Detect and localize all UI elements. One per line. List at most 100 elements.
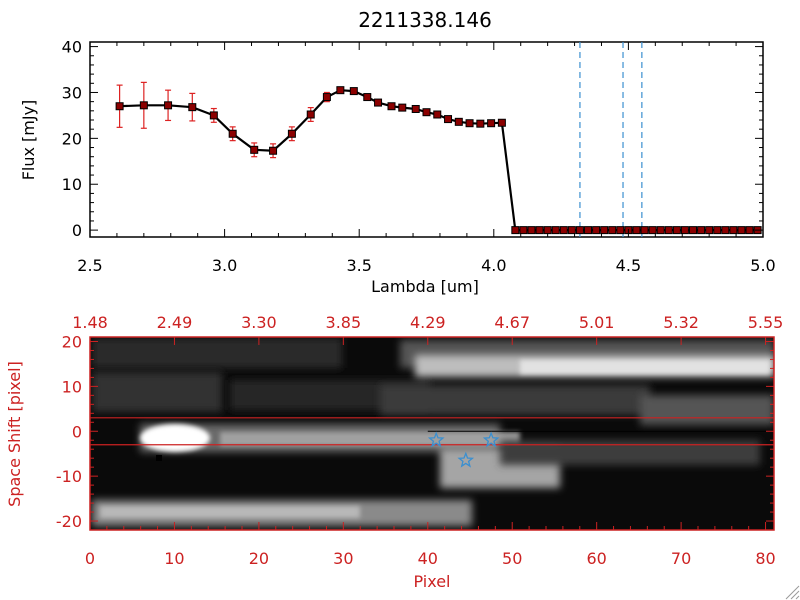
- resize-grip-icon[interactable]: [785, 585, 800, 600]
- space-shift-tick-label: 10: [62, 377, 82, 396]
- data-point: [511, 226, 520, 235]
- data-point: [228, 129, 237, 138]
- dark-pixel: [156, 455, 162, 461]
- space-shift-tick-label: 20: [62, 332, 82, 351]
- data-point: [697, 226, 706, 235]
- space-shift-axis-ticks: -20 -10 0 10 20: [56, 332, 774, 531]
- wavelength-tick-label: 4.67: [494, 313, 530, 332]
- data-point: [689, 226, 698, 235]
- x-tick-label: 3.5: [346, 256, 371, 275]
- pixel-tick-label: 50: [502, 549, 522, 568]
- data-point: [592, 226, 601, 235]
- data-point: [444, 115, 453, 124]
- data-point: [336, 86, 345, 95]
- image-structure: [640, 395, 774, 425]
- data-point: [543, 226, 552, 235]
- pixel-tick-label: 10: [164, 549, 184, 568]
- data-point: [209, 111, 218, 120]
- data-point: [250, 145, 259, 154]
- space-shift-tick-label: -20: [56, 512, 82, 531]
- space-shift-axis-label: Space Shift [pixel]: [5, 361, 24, 507]
- data-point: [527, 226, 536, 235]
- data-point: [374, 98, 383, 107]
- data-point: [745, 226, 754, 235]
- data-point: [640, 226, 649, 235]
- spectrum-panel: 2211338.146 2.5 3.0 3.5 4.0 4.5 5.0 0 10 20 30 40…: [19, 8, 776, 296]
- data-point: [608, 226, 617, 235]
- pixel-axis-ticks: 0 10 20 30 40 50 60 70 80: [85, 522, 776, 568]
- wavelength-tick-label: 5.01: [579, 313, 615, 332]
- y-tick-label: 0: [72, 221, 82, 240]
- data-point: [567, 226, 576, 235]
- image-structure: [92, 372, 222, 412]
- bottom-band-core: [100, 506, 360, 518]
- data-point: [476, 119, 485, 128]
- wavelength-tick-label: 2.49: [157, 313, 193, 332]
- data-point: [115, 102, 124, 111]
- x-axis-label: Lambda [um]: [371, 277, 479, 296]
- data-point: [713, 226, 722, 235]
- data-point: [306, 110, 315, 119]
- data-point: [737, 226, 746, 235]
- data-point: [672, 226, 681, 235]
- x-tick-label: 3.0: [212, 256, 237, 275]
- data-point: [519, 226, 528, 235]
- data-point: [616, 226, 625, 235]
- data-point: [465, 119, 474, 128]
- bright-source: [140, 424, 210, 452]
- y-tick-label: 10: [62, 175, 82, 194]
- data-point: [398, 103, 407, 112]
- x-tick-label: 4.5: [616, 256, 641, 275]
- star-marker: [457, 451, 475, 468]
- x-tick-label: 5.0: [750, 256, 775, 275]
- data-point: [422, 108, 431, 117]
- pixel-tick-label: 60: [586, 549, 606, 568]
- pixel-tick-label: 20: [249, 549, 269, 568]
- wavelength-tick-label: 1.48: [72, 313, 108, 332]
- star-marker: [482, 431, 500, 448]
- data-point: [632, 226, 641, 235]
- data-point: [287, 129, 296, 138]
- space-shift-tick-label: -10: [56, 467, 82, 486]
- image-structure: [380, 385, 650, 415]
- vertical-marker-lines: [579, 42, 643, 237]
- spectrum-plot-frame: [89, 41, 764, 238]
- wavelength-tick-label: 5.32: [663, 313, 699, 332]
- chart-title: 2211338.146: [358, 8, 492, 32]
- data-point: [551, 226, 560, 235]
- data-point: [600, 226, 609, 235]
- data-point: [656, 226, 665, 235]
- pixel-tick-label: 0: [85, 549, 95, 568]
- data-point: [705, 226, 714, 235]
- data-point: [433, 110, 442, 119]
- image-structure: [92, 338, 342, 368]
- pixel-tick-label: 30: [333, 549, 353, 568]
- image-structure: [500, 440, 760, 465]
- data-point: [411, 104, 420, 113]
- space-shift-tick-label: 0: [72, 422, 82, 441]
- data-point: [269, 146, 278, 155]
- spectral-image: [90, 337, 774, 530]
- data-point: [680, 226, 689, 235]
- star-marker: [427, 431, 445, 448]
- x-tick-label: 2.5: [77, 256, 102, 275]
- data-point: [721, 226, 730, 235]
- data-point: [139, 101, 148, 110]
- pixel-tick-label: 70: [671, 549, 691, 568]
- wavelength-tick-label: 3.85: [326, 313, 362, 332]
- pixel-tick-label: 40: [418, 549, 438, 568]
- data-point: [164, 101, 173, 110]
- star-markers: [427, 431, 500, 468]
- y-axis-ticks: 0 10 20 30 40: [62, 38, 763, 240]
- data-point: [535, 226, 544, 235]
- data-point: [575, 226, 584, 235]
- wavelength-tick-label: 4.29: [410, 313, 446, 332]
- upper-bright-band-core: [520, 360, 770, 374]
- wavelength-tick-label: 5.55: [748, 313, 784, 332]
- central-trace-core: [220, 432, 520, 446]
- y-tick-label: 20: [62, 129, 82, 148]
- pixel-tick-label: 80: [755, 549, 775, 568]
- data-point: [349, 87, 358, 96]
- pixel-axis-label: Pixel: [413, 572, 450, 591]
